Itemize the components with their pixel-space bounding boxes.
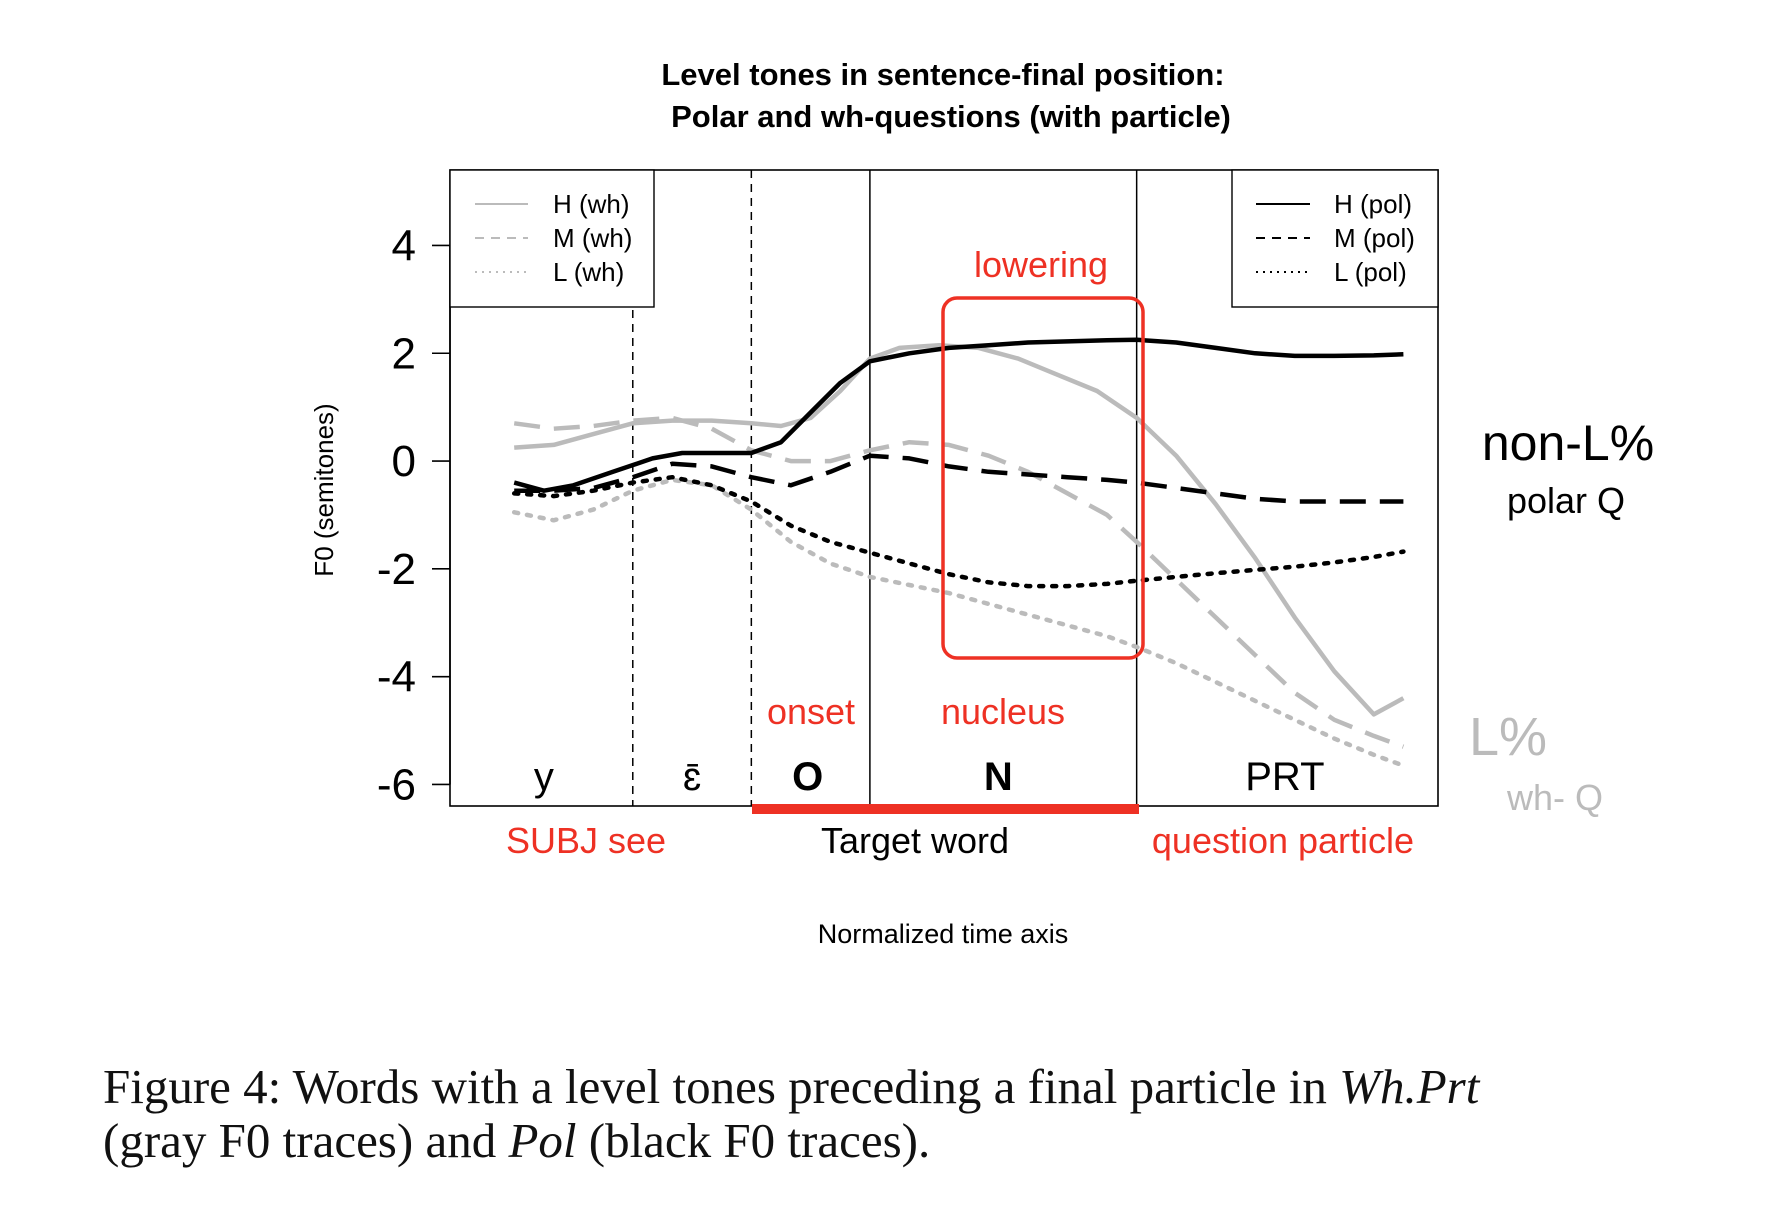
whQ-label: wh- Q bbox=[1506, 777, 1603, 818]
y-tick-label: 4 bbox=[392, 221, 416, 270]
series-line-h-pol bbox=[513, 337, 1404, 493]
caption-suffix: (black F0 traces). bbox=[576, 1113, 931, 1168]
legend-wh-label-m: M (wh) bbox=[553, 223, 632, 253]
onset-label: onset bbox=[767, 691, 855, 732]
segment-label: y bbox=[534, 755, 554, 799]
y-axis: 4 2 0 -2 -4 -6 bbox=[377, 221, 451, 809]
series-line-h-wh bbox=[514, 342, 1405, 717]
segment-label: PRT bbox=[1245, 755, 1324, 799]
polarQ-label: polar Q bbox=[1507, 480, 1625, 521]
nonL-label: non-L% bbox=[1482, 415, 1654, 471]
target-word-label: Target word bbox=[821, 820, 1009, 861]
y-axis-label: F0 (semitones) bbox=[309, 403, 339, 576]
series-layer bbox=[511, 337, 1406, 768]
question-particle-label: question particle bbox=[1152, 820, 1414, 861]
y-tick-label: -4 bbox=[377, 653, 416, 702]
chart-subtitle: Polar and wh-questions (with particle) bbox=[671, 99, 1231, 134]
y-tick-label: 2 bbox=[392, 329, 416, 378]
y-tick-label: -2 bbox=[377, 545, 416, 594]
legend-pol: H (pol) M (pol) L (pol) bbox=[1231, 169, 1439, 308]
legend-pol-label-m: M (pol) bbox=[1334, 223, 1415, 253]
legend-wh-label-l: L (wh) bbox=[553, 257, 624, 287]
caption-prefix: Figure 4: Words with a level tones prece… bbox=[103, 1059, 1340, 1114]
subj-see-label: SUBJ see bbox=[506, 820, 666, 861]
nucleus-label: nucleus bbox=[941, 691, 1065, 732]
figure-caption: Figure 4: Words with a level tones prece… bbox=[103, 1060, 1743, 1168]
x-axis-label: Normalized time axis bbox=[818, 919, 1069, 949]
caption-middle: (gray F0 traces) and bbox=[103, 1113, 509, 1168]
legend-pol-box bbox=[1231, 169, 1439, 308]
segment-label: ɛ̄ bbox=[683, 755, 701, 799]
lowering-label: lowering bbox=[974, 244, 1108, 285]
lowering-box bbox=[941, 296, 1145, 660]
chart-title: Level tones in sentence-final position: bbox=[661, 57, 1224, 92]
series-line-l-pol bbox=[511, 474, 1406, 589]
legend-wh: H (wh) M (wh) L (wh) bbox=[449, 169, 655, 308]
L-percent-label: L% bbox=[1469, 707, 1547, 767]
caption-pol: Pol bbox=[508, 1113, 577, 1168]
segment-label: O bbox=[792, 755, 823, 799]
series-line-l-wh bbox=[511, 477, 1406, 768]
segment-label: N bbox=[984, 755, 1013, 799]
segment-labels: y ɛ̄ O N PRT bbox=[534, 755, 1325, 799]
y-tick-label: 0 bbox=[392, 437, 416, 486]
legend-pol-label-l: L (pol) bbox=[1334, 257, 1407, 287]
target-word-bar bbox=[752, 804, 1139, 814]
legend-pol-label-h: H (pol) bbox=[1334, 189, 1412, 219]
caption-wh: Wh.Prt bbox=[1339, 1059, 1480, 1114]
legend-wh-label-h: H (wh) bbox=[553, 189, 630, 219]
y-tick-label: -6 bbox=[377, 760, 416, 809]
series-line-m-pol bbox=[514, 453, 1404, 504]
